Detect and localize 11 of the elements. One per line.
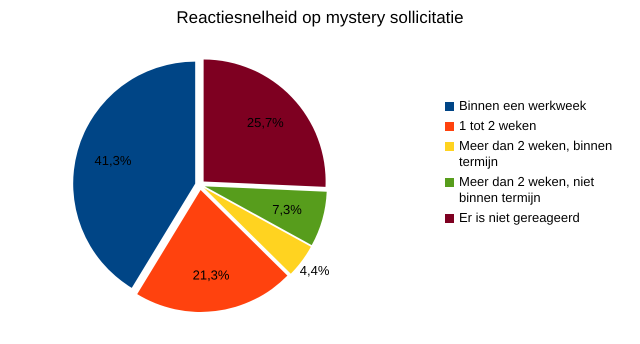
legend-label: Er is niet gereageerd [459,210,580,225]
legend-label: Meer dan 2 weken, niet binnen termijn [459,174,595,205]
data-label: 7,3% [272,202,302,217]
data-label: 25,7% [246,115,284,130]
legend-label: 1 tot 2 weken [459,118,536,133]
chart-title: Reactiesnelheid op mystery sollicitatie [176,8,464,27]
legend-label: Binnen een werkweek [459,98,587,113]
data-label: 4,4% [300,263,330,278]
legend-label: Meer dan 2 weken, binnen termijn [459,138,612,169]
data-label: 41,3% [94,153,132,168]
data-label: 21,3% [192,267,230,282]
